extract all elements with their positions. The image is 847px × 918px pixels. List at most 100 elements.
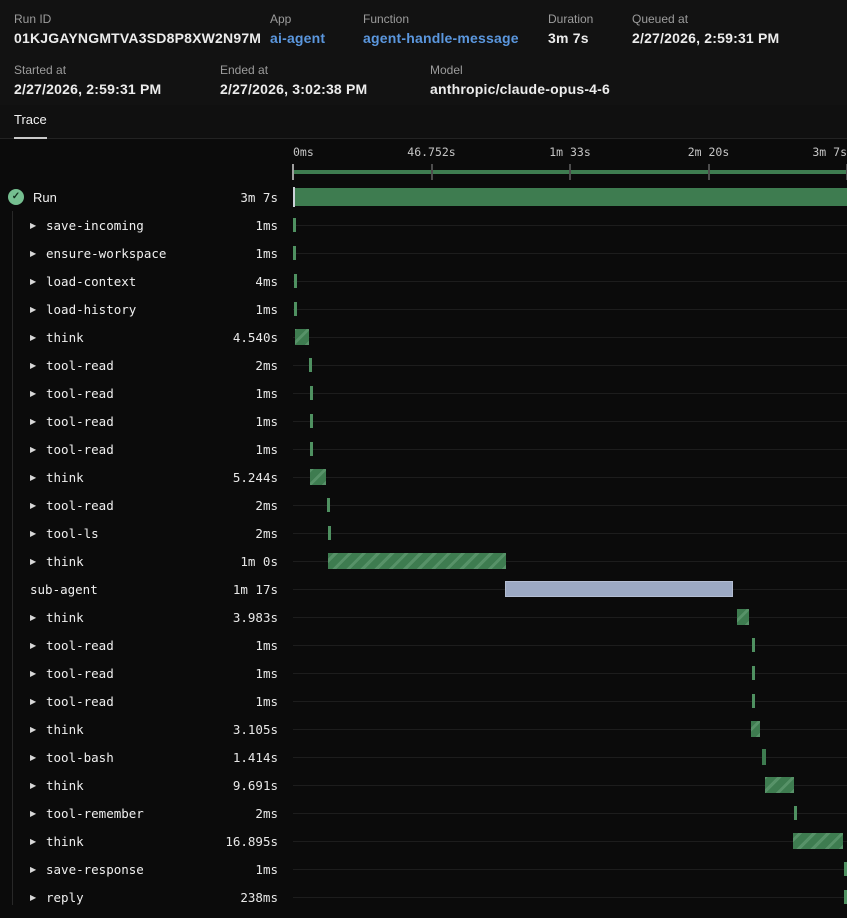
span-bar[interactable] xyxy=(310,414,314,428)
span-duration: 4.540s xyxy=(232,329,278,345)
span-label-cell: ▶ think 5.244s xyxy=(0,470,293,485)
span-bar[interactable] xyxy=(764,777,794,793)
chevron-right-icon[interactable]: ▶ xyxy=(30,696,37,706)
span-bar[interactable] xyxy=(843,890,847,904)
span-label-cell: ▶ tool-read 1ms xyxy=(0,666,293,681)
span-timeline-cell xyxy=(293,491,847,519)
span-bar[interactable] xyxy=(310,442,314,456)
trace-row[interactable]: ▶ think 4.540s xyxy=(0,323,847,351)
axis-tick-label: 1m 33s xyxy=(549,145,591,159)
trace-row[interactable]: ▶ think 1m 0s xyxy=(0,547,847,575)
trace-row[interactable]: ▶ load-context 4ms xyxy=(0,267,847,295)
chevron-right-icon[interactable]: ▶ xyxy=(30,556,37,566)
span-bar[interactable] xyxy=(751,638,755,652)
trace-row[interactable]: ▶ think 9.691s xyxy=(0,771,847,799)
chevron-right-icon[interactable]: ▶ xyxy=(30,360,37,370)
chevron-right-icon[interactable]: ▶ xyxy=(30,220,37,230)
trace-row[interactable]: ▶ tool-remember 2ms xyxy=(0,799,847,827)
trace-row[interactable]: ▶ ensure-workspace 1ms xyxy=(0,239,847,267)
span-duration: 5.244s xyxy=(232,469,278,485)
trace-row[interactable]: ▶ tool-ls 2ms xyxy=(0,519,847,547)
chevron-right-icon[interactable]: ▶ xyxy=(30,724,37,734)
span-label-cell: sub-agent 1m 17s xyxy=(0,582,293,597)
trace-row[interactable]: ▶ reply 238ms xyxy=(0,883,847,911)
timeline-minimap[interactable] xyxy=(292,163,847,181)
span-bar[interactable] xyxy=(309,358,313,372)
chevron-right-icon[interactable]: ▶ xyxy=(30,248,37,258)
span-bar[interactable] xyxy=(327,526,331,540)
span-bar[interactable] xyxy=(794,806,798,820)
chevron-right-icon[interactable]: ▶ xyxy=(30,808,37,818)
span-duration: 1ms xyxy=(255,693,278,709)
chevron-right-icon[interactable]: ▶ xyxy=(30,472,37,482)
trace-row[interactable]: ▶ think 3.105s xyxy=(0,715,847,743)
span-bar[interactable] xyxy=(310,469,326,485)
chevron-right-icon[interactable]: ▶ xyxy=(30,612,37,622)
span-bar[interactable] xyxy=(844,862,847,876)
trace-row[interactable]: ▶ tool-read 1ms xyxy=(0,435,847,463)
span-bar[interactable] xyxy=(293,218,297,232)
span-name: think xyxy=(46,609,84,625)
chevron-right-icon[interactable]: ▶ xyxy=(30,640,37,650)
span-bar[interactable] xyxy=(752,666,756,680)
trace-row[interactable]: ▶ tool-read 1ms xyxy=(0,631,847,659)
chevron-right-icon[interactable]: ▶ xyxy=(30,500,37,510)
trace-row[interactable]: ▶ tool-bash 1.414s xyxy=(0,743,847,771)
trace-row[interactable]: ▶ tool-read 2ms xyxy=(0,491,847,519)
span-label-cell: ▶ tool-read 1ms xyxy=(0,694,293,709)
span-bar[interactable] xyxy=(295,329,309,345)
span-bar[interactable] xyxy=(752,694,756,708)
trace-row[interactable]: ▶ tool-read 1ms xyxy=(0,379,847,407)
trace-row[interactable]: ▶ think 3.983s xyxy=(0,603,847,631)
trace-row[interactable]: sub-agent 1m 17s xyxy=(0,575,847,603)
trace-row[interactable]: ▶ tool-read 2ms xyxy=(0,351,847,379)
field-label: Started at xyxy=(14,63,67,77)
trace-row[interactable]: ▶ save-response 1ms xyxy=(0,855,847,883)
chevron-right-icon[interactable]: ▶ xyxy=(30,416,37,426)
chevron-right-icon[interactable]: ▶ xyxy=(30,388,37,398)
trace-row[interactable]: ▶ tool-read 1ms xyxy=(0,687,847,715)
chevron-right-icon[interactable]: ▶ xyxy=(30,332,37,342)
chevron-right-icon[interactable]: ▶ xyxy=(30,276,37,286)
span-bar[interactable] xyxy=(737,609,749,625)
chevron-right-icon[interactable]: ▶ xyxy=(30,864,37,874)
trace-row[interactable]: ▶ tool-read 1ms xyxy=(0,659,847,687)
app-link[interactable]: ai-agent xyxy=(270,30,326,46)
trace-row[interactable]: ▶ tool-read 1ms xyxy=(0,407,847,435)
span-bar[interactable] xyxy=(750,721,760,737)
trace-row[interactable]: ▶ save-incoming 1ms xyxy=(0,211,847,239)
tab-trace[interactable]: Trace xyxy=(14,105,47,139)
queued-at-value: 2/27/2026, 2:59:31 PM xyxy=(632,30,780,46)
span-bar[interactable] xyxy=(505,581,734,597)
span-bar[interactable] xyxy=(761,749,766,765)
span-label-cell: ▶ ensure-workspace 1ms xyxy=(0,246,293,261)
chevron-right-icon[interactable]: ▶ xyxy=(30,892,37,902)
chevron-right-icon[interactable]: ▶ xyxy=(30,836,37,846)
trace-row[interactable]: ▶ think 5.244s xyxy=(0,463,847,491)
span-bar[interactable] xyxy=(309,386,313,400)
span-bar[interactable] xyxy=(293,302,297,316)
span-name: tool-read xyxy=(46,497,114,513)
chevron-right-icon[interactable]: ▶ xyxy=(30,668,37,678)
span-bar[interactable] xyxy=(293,274,297,288)
axis-tick-label: 3m 7s xyxy=(812,145,847,159)
span-bar[interactable] xyxy=(293,187,847,207)
trace-row[interactable]: ▶ load-history 1ms xyxy=(0,295,847,323)
span-name: think xyxy=(46,329,84,345)
span-bar[interactable] xyxy=(293,246,297,260)
timeline-lane-line xyxy=(293,533,847,534)
span-bar[interactable] xyxy=(327,553,506,569)
span-bar[interactable] xyxy=(793,833,844,849)
span-duration: 3.983s xyxy=(232,609,278,625)
span-bar[interactable] xyxy=(326,498,330,512)
timeline-lane-line xyxy=(293,505,847,506)
chevron-right-icon[interactable]: ▶ xyxy=(30,780,37,790)
chevron-right-icon[interactable]: ▶ xyxy=(30,444,37,454)
chevron-right-icon[interactable]: ▶ xyxy=(30,528,37,538)
trace-row[interactable]: ✓ Run 3m 7s xyxy=(0,183,847,211)
chevron-right-icon[interactable]: ▶ xyxy=(30,752,37,762)
function-link[interactable]: agent-handle-message xyxy=(363,30,519,46)
chevron-right-icon[interactable]: ▶ xyxy=(30,304,37,314)
span-timeline-cell xyxy=(293,575,847,603)
trace-row[interactable]: ▶ think 16.895s xyxy=(0,827,847,855)
